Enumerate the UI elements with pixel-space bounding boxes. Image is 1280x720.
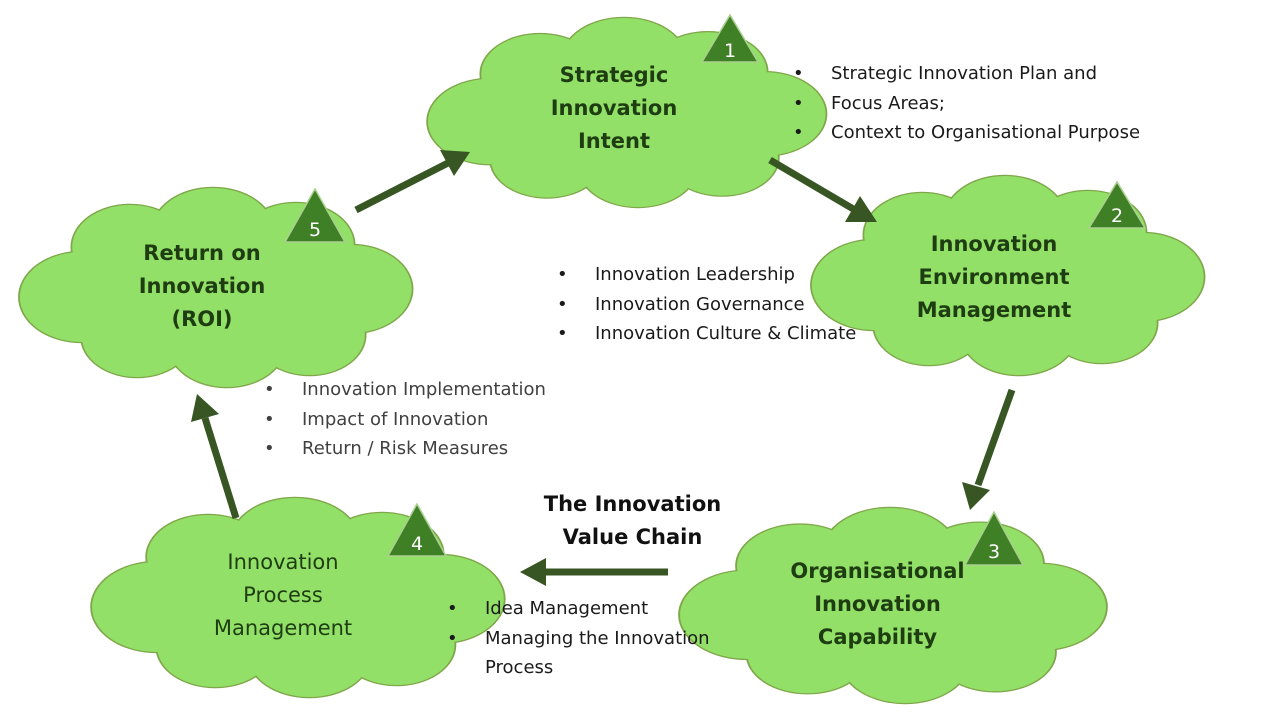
- stage-1-line-3: Intent: [577, 129, 651, 153]
- list-item: Innovation Implementation: [264, 375, 546, 405]
- arrow-4-to-5: [191, 394, 240, 520]
- svg-text:5: 5: [309, 219, 321, 241]
- stage-5-line-1: Return on: [143, 241, 261, 265]
- strategic-intent-bullets: Strategic Innovation Plan and Focus Area…: [793, 59, 1140, 148]
- stage-2-line-3: Management: [916, 298, 1072, 322]
- arrow-5-to-1: [354, 150, 470, 214]
- stage-5-line-3: (ROI): [171, 307, 233, 331]
- stage-1-line-2: Innovation: [550, 96, 678, 120]
- list-item: Innovation Governance: [557, 290, 856, 320]
- list-item: Focus Areas;: [793, 89, 1140, 119]
- list-item: Context to Organisational Purpose: [793, 118, 1140, 148]
- svg-text:1: 1: [724, 40, 736, 62]
- implementation-bullets: Innovation Implementation Impact of Inno…: [264, 375, 546, 464]
- stage-1-line-1: Strategic: [559, 63, 669, 87]
- arrow-center-to-4: [520, 558, 668, 586]
- list-item: Innovation Culture & Climate: [557, 319, 856, 349]
- list-item: Managing the Innovation: [447, 624, 710, 654]
- stage-4-line-1: Innovation: [227, 550, 339, 574]
- svg-text:2: 2: [1111, 205, 1123, 227]
- arrow-1-to-2: [768, 156, 877, 222]
- stage-3-label: Organisational Innovation Capability: [765, 555, 990, 654]
- stage-3-number-badge: 3: [963, 510, 1025, 566]
- environment-bullets: Innovation Leadership Innovation Governa…: [557, 260, 856, 349]
- stage-4-label: Innovation Process Management: [183, 546, 383, 645]
- stage-3-line-2: Innovation: [814, 592, 941, 616]
- process-bullets: Idea Management Managing the Innovation …: [447, 594, 710, 683]
- stage-1-number-badge: 1: [700, 13, 760, 63]
- stage-2-line-2: Environment: [918, 265, 1070, 289]
- list-item: Idea Management: [447, 594, 710, 624]
- list-item: Impact of Innovation: [264, 405, 546, 435]
- list-item: Innovation Leadership: [557, 260, 856, 290]
- stage-4-number-badge: 4: [386, 502, 448, 557]
- value-chain-title-line-1: The Innovation: [543, 492, 722, 516]
- value-chain-title: The Innovation Value Chain: [520, 488, 745, 554]
- stage-3-line-1: Organisational: [790, 559, 965, 583]
- stage-4-line-3: Management: [213, 616, 353, 640]
- value-chain-title-line-2: Value Chain: [562, 525, 703, 549]
- stage-2-number-badge: 2: [1087, 180, 1147, 229]
- list-item: Process: [485, 657, 554, 678]
- stage-4-line-2: Process: [243, 583, 323, 607]
- stage-5-label: Return on Innovation (ROI): [112, 237, 292, 336]
- stage-5-line-2: Innovation: [138, 274, 266, 298]
- stage-2-line-1: Innovation: [930, 232, 1058, 256]
- stage-2-label: Innovation Environment Management: [894, 228, 1094, 327]
- list-item: Strategic Innovation Plan and: [793, 59, 1140, 89]
- stage-3-line-3: Capability: [817, 625, 938, 649]
- svg-text:4: 4: [411, 533, 423, 555]
- stage-1-label: Strategic Innovation Intent: [524, 59, 704, 158]
- stage-5-number-badge: 5: [283, 187, 347, 243]
- arrow-2-to-3: [962, 388, 1016, 510]
- svg-text:3: 3: [988, 541, 1000, 563]
- list-item: Return / Risk Measures: [264, 434, 546, 464]
